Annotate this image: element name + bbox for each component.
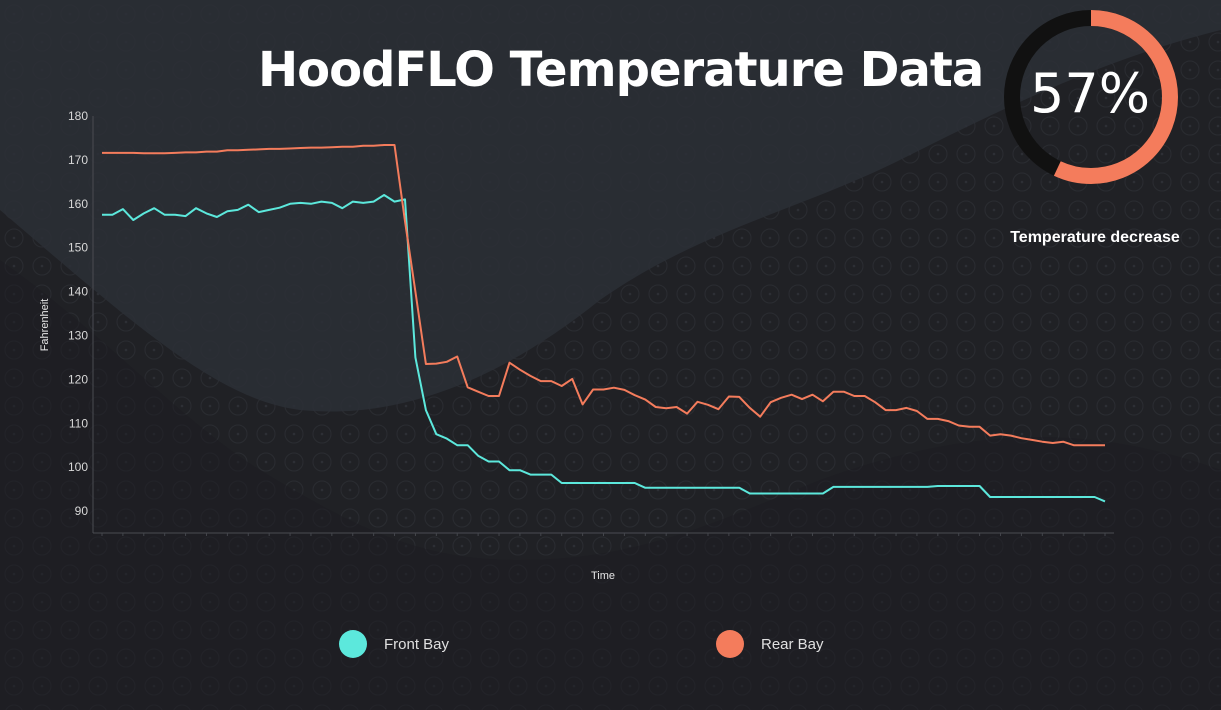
legend-label-rear: Rear Bay [761, 635, 824, 653]
x-axis-label: Time [591, 570, 615, 582]
legend-swatch-rear [716, 630, 744, 658]
y-tick-labels: 90 100 110 120 130 140 150 160 170 180 [68, 109, 88, 518]
y-tick-label: 140 [68, 285, 88, 299]
temperature-chart: 90 100 110 120 130 140 150 160 170 180 Time Fahre… [39, 109, 1114, 582]
page-title: HoodFLO Temperature Data [258, 42, 984, 98]
y-tick-label: 170 [68, 153, 88, 167]
y-tick-label: 150 [68, 241, 88, 255]
y-axis-label: Fahrenheit [39, 299, 51, 352]
gauge-value: 57% [1029, 62, 1151, 125]
y-tick-label: 90 [75, 504, 89, 518]
series-line-front-bay [102, 194, 1106, 503]
gauge-fill [1004, 10, 1178, 184]
legend-swatch-front [339, 630, 367, 658]
y-tick-label: 160 [68, 197, 88, 211]
y-tick-label: 180 [68, 109, 88, 123]
x-ticks [101, 533, 1106, 536]
gauge-caption: Temperature decrease [1010, 229, 1180, 246]
series-line-rear-bay [102, 144, 1105, 447]
chart-axes [92, 116, 1114, 534]
series-lines [102, 144, 1106, 503]
legend-label-front: Front Bay [384, 635, 450, 653]
y-tick-label: 110 [69, 416, 88, 430]
legend-item-front-bay[interactable]: Front Bay [339, 628, 449, 660]
y-tick-label: 100 [68, 460, 88, 474]
percent-gauge [1004, 10, 1178, 184]
y-tick-label: 130 [68, 328, 88, 342]
legend-item-rear-bay[interactable]: Rear Bay [716, 628, 824, 660]
y-tick-label: 120 [68, 372, 88, 386]
